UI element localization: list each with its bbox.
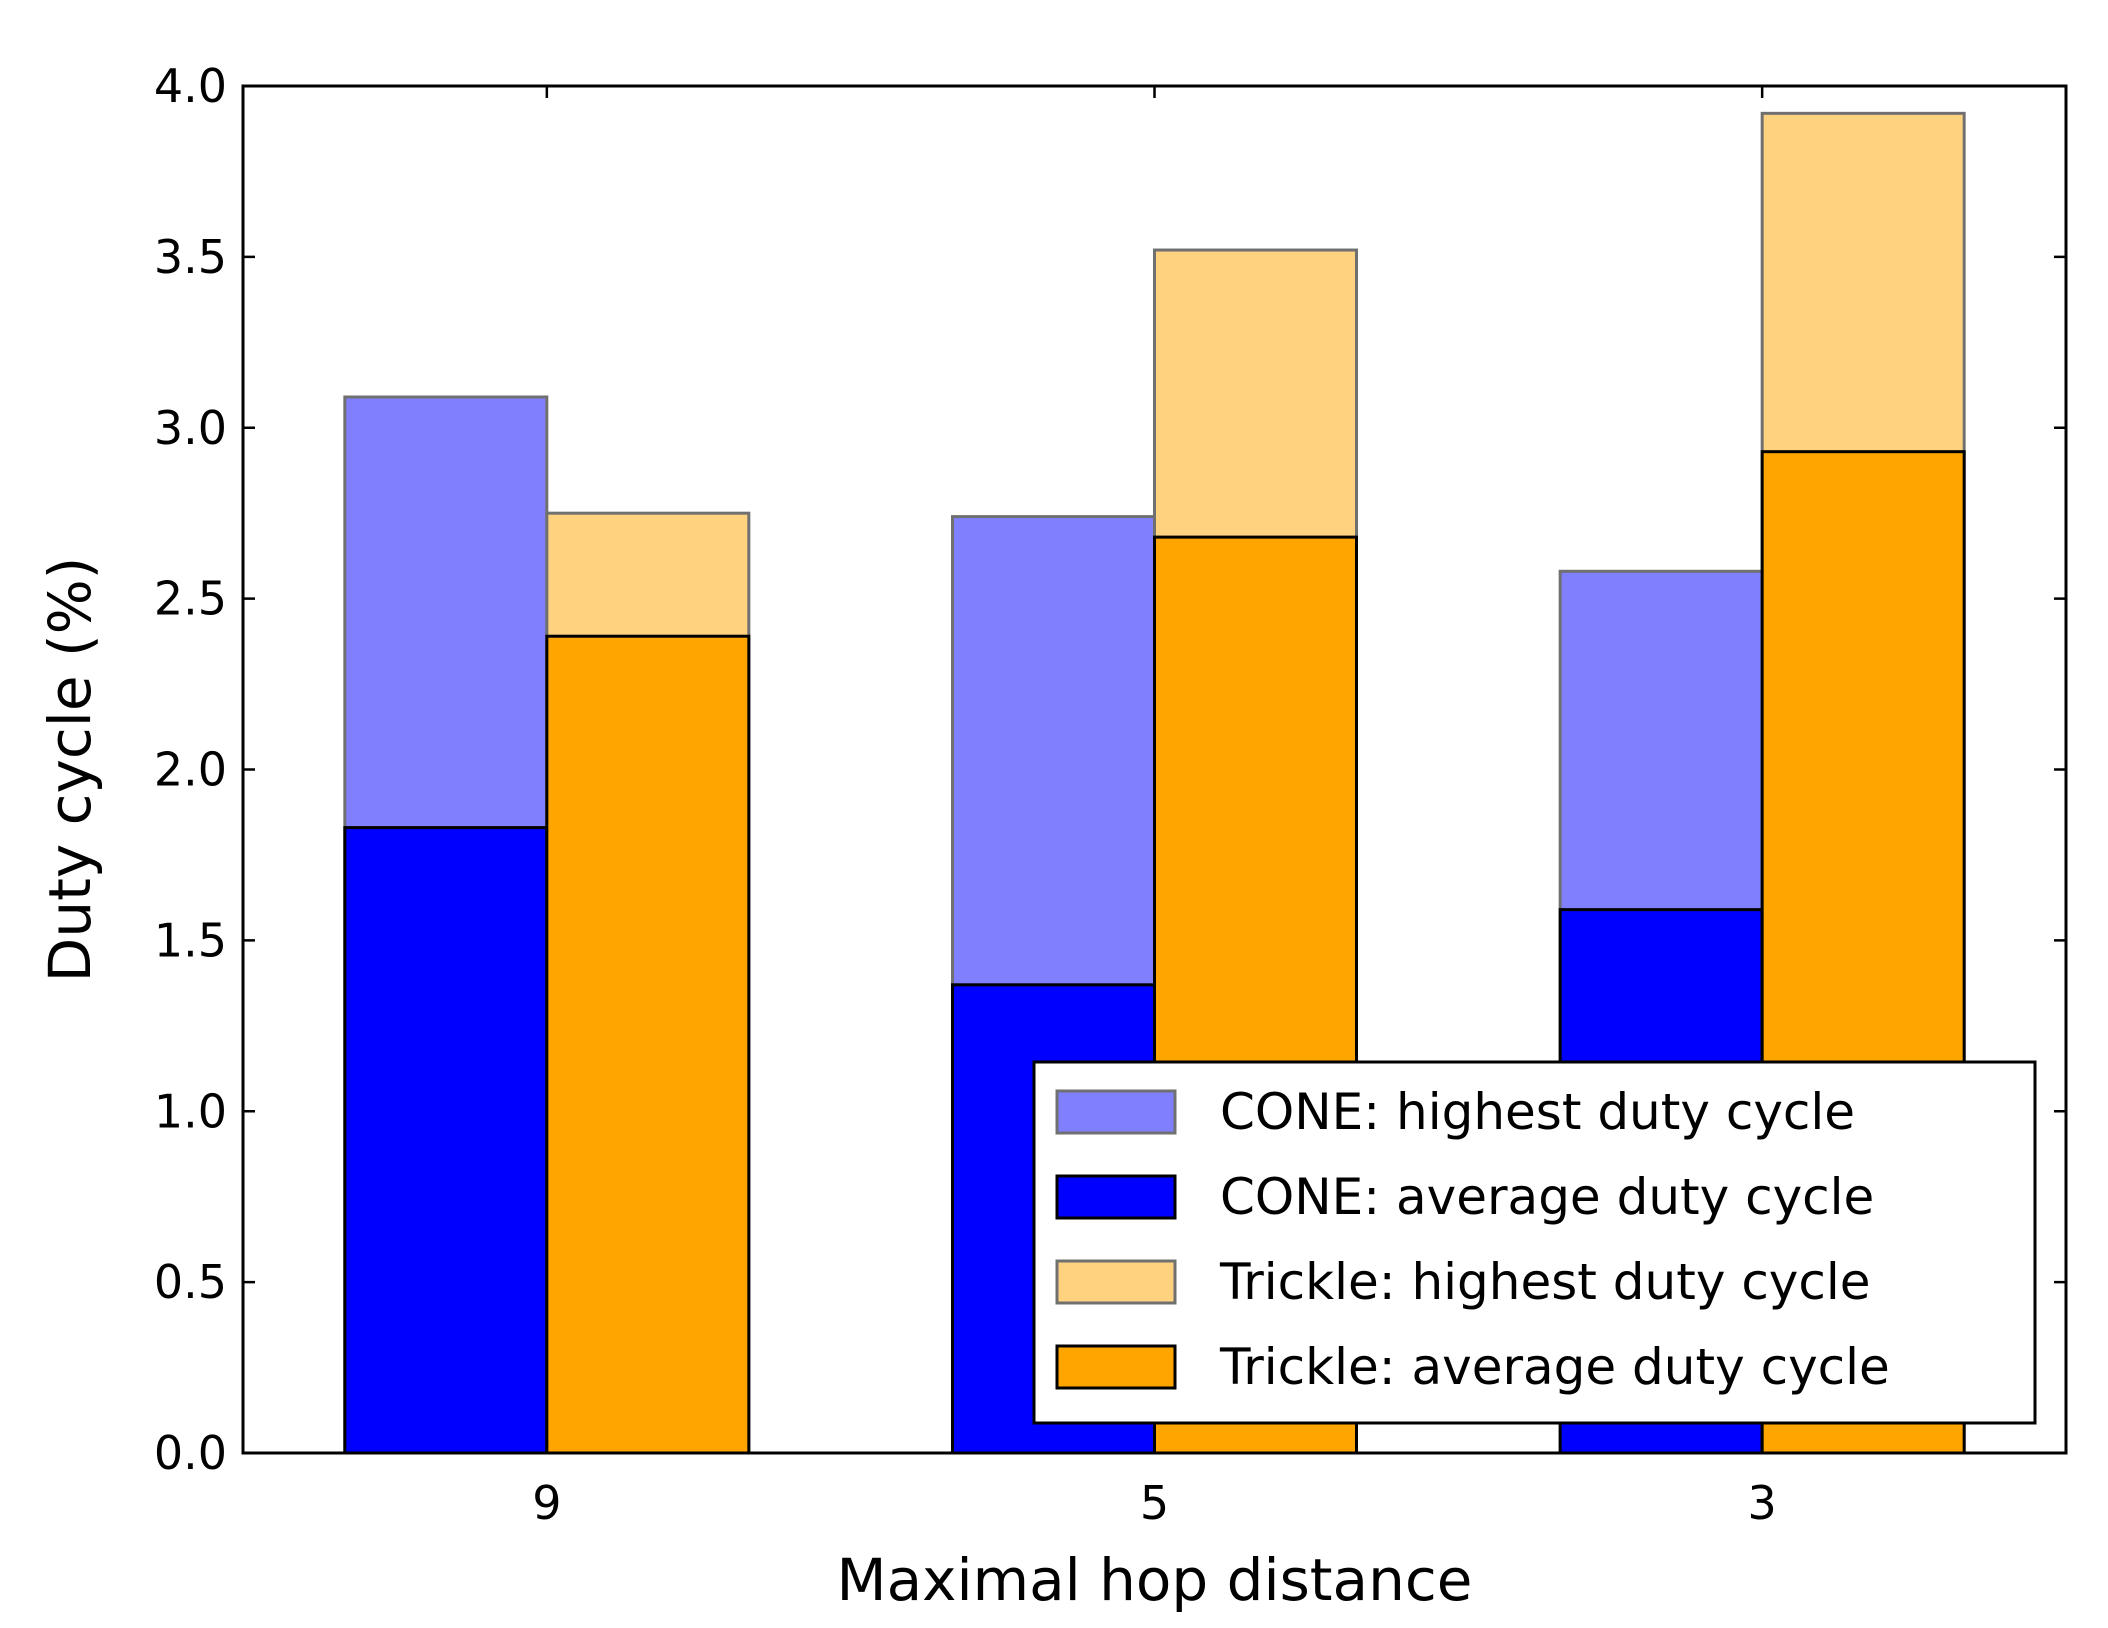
y-tick-label: 3.0 [154, 401, 227, 455]
y-tick-label: 1.5 [154, 913, 227, 967]
legend-swatch-cone-average [1055, 1174, 1177, 1220]
y-axis-label: Duty cycle (%) [36, 557, 104, 983]
legend-swatch-cone-highest [1055, 1089, 1177, 1135]
legend-label-trickle-average: Trickle: average duty cycle [1219, 1338, 1890, 1396]
y-tick-label: 0.5 [154, 1255, 227, 1309]
y-tick-label: 1.0 [154, 1084, 227, 1138]
legend-label-cone-highest: CONE: highest duty cycle [1220, 1083, 1855, 1141]
y-tick-label: 2.0 [154, 743, 227, 797]
x-tick-label: 5 [1140, 1476, 1169, 1530]
x-tick-label: 3 [1748, 1476, 1777, 1530]
y-tick-label: 2.5 [154, 572, 227, 626]
ticks-layer: 0.0 0.5 1.0 1.5 2.0 2.5 3.0 3.5 4.0 9 5 3 [154, 59, 2066, 1530]
legend-swatch-trickle-highest [1055, 1259, 1177, 1305]
bar-cone-average-9 [343, 826, 549, 1455]
y-tick-label: 4.0 [154, 59, 227, 113]
legend-label-cone-average: CONE: average duty cycle [1220, 1168, 1874, 1226]
legend-items: CONE: highest duty cycle CONE: average du… [1055, 1083, 1890, 1396]
legend: CONE: highest duty cycle CONE: average du… [1032, 1060, 2037, 1425]
bar-trickle-average-9 [545, 634, 751, 1455]
legend-label-trickle-highest: Trickle: highest duty cycle [1219, 1253, 1871, 1311]
legend-swatch-trickle-average [1055, 1344, 1177, 1390]
x-tick-label: 9 [532, 1476, 561, 1530]
y-tick-label: 3.5 [154, 230, 227, 284]
x-axis-label: Maximal hop distance [837, 1546, 1473, 1614]
y-tick-label: 0.0 [154, 1426, 227, 1480]
legend-box [1032, 1060, 2037, 1425]
